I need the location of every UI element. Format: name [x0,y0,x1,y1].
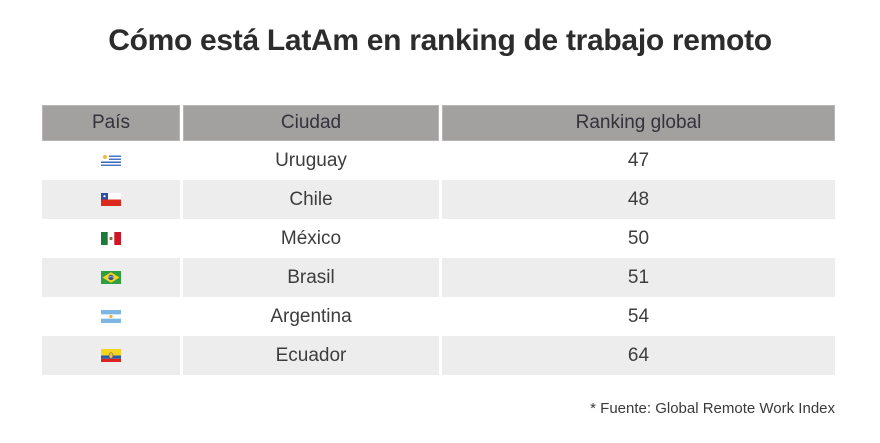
brazil-flag-icon [101,271,121,284]
ranking-table: País Ciudad Ranking global Uru [42,105,835,375]
ecuador-flag-icon [101,349,121,362]
ranking-cell: 48 [439,180,835,219]
table-header-row: País Ciudad Ranking global [42,105,835,141]
country-flag-cell [42,258,180,297]
ranking-cell: 47 [439,141,835,180]
country-flag-cell [42,336,180,375]
header-pais: País [42,105,180,141]
chile-flag-icon [101,193,121,206]
uruguay-flag-icon [101,154,121,167]
ranking-cell: 54 [439,297,835,336]
ranking-cell: 50 [439,219,835,258]
table-row: Chile 48 [42,180,835,219]
country-flag-cell [42,180,180,219]
table-row: Brasil 51 [42,258,835,297]
header-ranking-global: Ranking global [439,105,835,141]
table-body: Uruguay 47 Chile 48 [42,141,835,375]
country-name-cell: Brasil [180,258,439,297]
table-row: Ecuador 64 [42,336,835,375]
country-name-cell: Ecuador [180,336,439,375]
ranking-cell: 51 [439,258,835,297]
source-note: * Fuente: Global Remote Work Index [590,400,835,417]
country-name-cell: Chile [180,180,439,219]
mexico-flag-icon [101,232,121,245]
page-title: Cómo está LatAm en ranking de trabajo re… [108,24,772,57]
argentina-flag-icon [101,310,121,323]
table-row: México 50 [42,219,835,258]
ranking-cell: 64 [439,336,835,375]
table-row: Argentina 54 [42,297,835,336]
country-name-cell: México [180,219,439,258]
country-name-cell: Argentina [180,297,439,336]
table-row: Uruguay 47 [42,141,835,180]
country-name-cell: Uruguay [180,141,439,180]
country-flag-cell [42,219,180,258]
header-ciudad: Ciudad [180,105,439,141]
country-flag-cell [42,297,180,336]
country-flag-cell [42,141,180,180]
